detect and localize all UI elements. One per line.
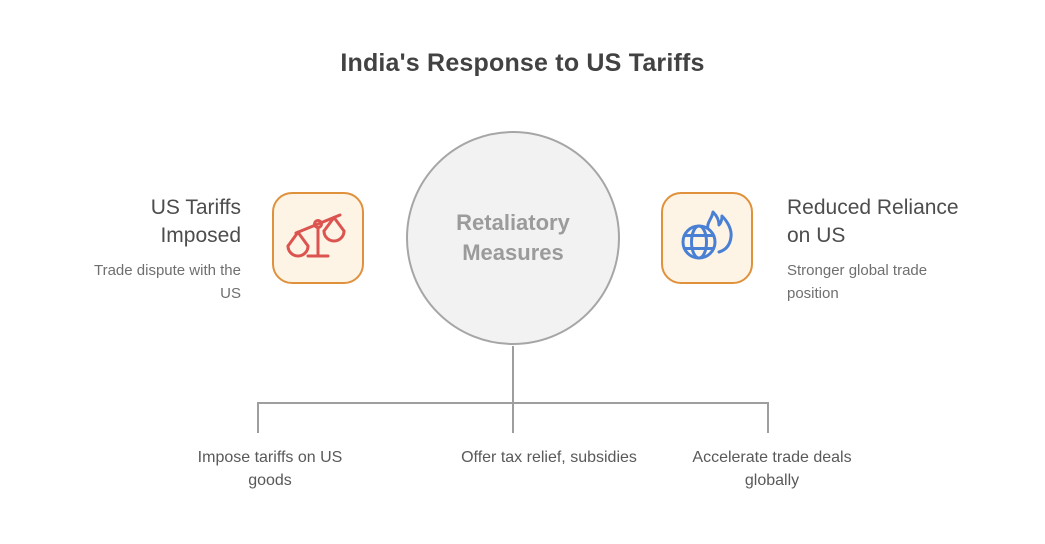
scales-icon bbox=[286, 204, 350, 273]
left-node-title: US Tariffs Imposed bbox=[150, 196, 241, 247]
globe-flame-icon bbox=[675, 204, 739, 273]
right-node-subtitle: Stronger global trade position bbox=[787, 262, 928, 302]
connector-drop-left bbox=[257, 402, 259, 433]
left-node-subtitle: Trade dispute with the US bbox=[93, 262, 241, 302]
branch-label-trade-deals: Accelerate trade deals globally bbox=[692, 449, 852, 490]
connector-drop-right bbox=[767, 402, 769, 433]
left-node-text: US Tariffs Imposed Trade dispute with th… bbox=[46, 194, 241, 305]
center-node: Retaliatory Measures bbox=[406, 131, 620, 345]
right-node-title: Reduced Reliance on US bbox=[787, 196, 959, 247]
center-node-label: Retaliatory Measures bbox=[456, 210, 570, 265]
branch-label-impose-tariffs: Impose tariffs on US goods bbox=[197, 449, 343, 490]
page-title: India's Response to US Tariffs bbox=[340, 49, 705, 77]
connector-stem bbox=[512, 346, 514, 403]
right-icon-card bbox=[661, 192, 753, 284]
right-node-text: Reduced Reliance on US Stronger global t… bbox=[787, 194, 987, 305]
left-icon-card bbox=[272, 192, 364, 284]
branch-label-tax-relief: Offer tax relief, subsidies bbox=[461, 449, 637, 466]
connector-drop-center bbox=[512, 402, 514, 433]
